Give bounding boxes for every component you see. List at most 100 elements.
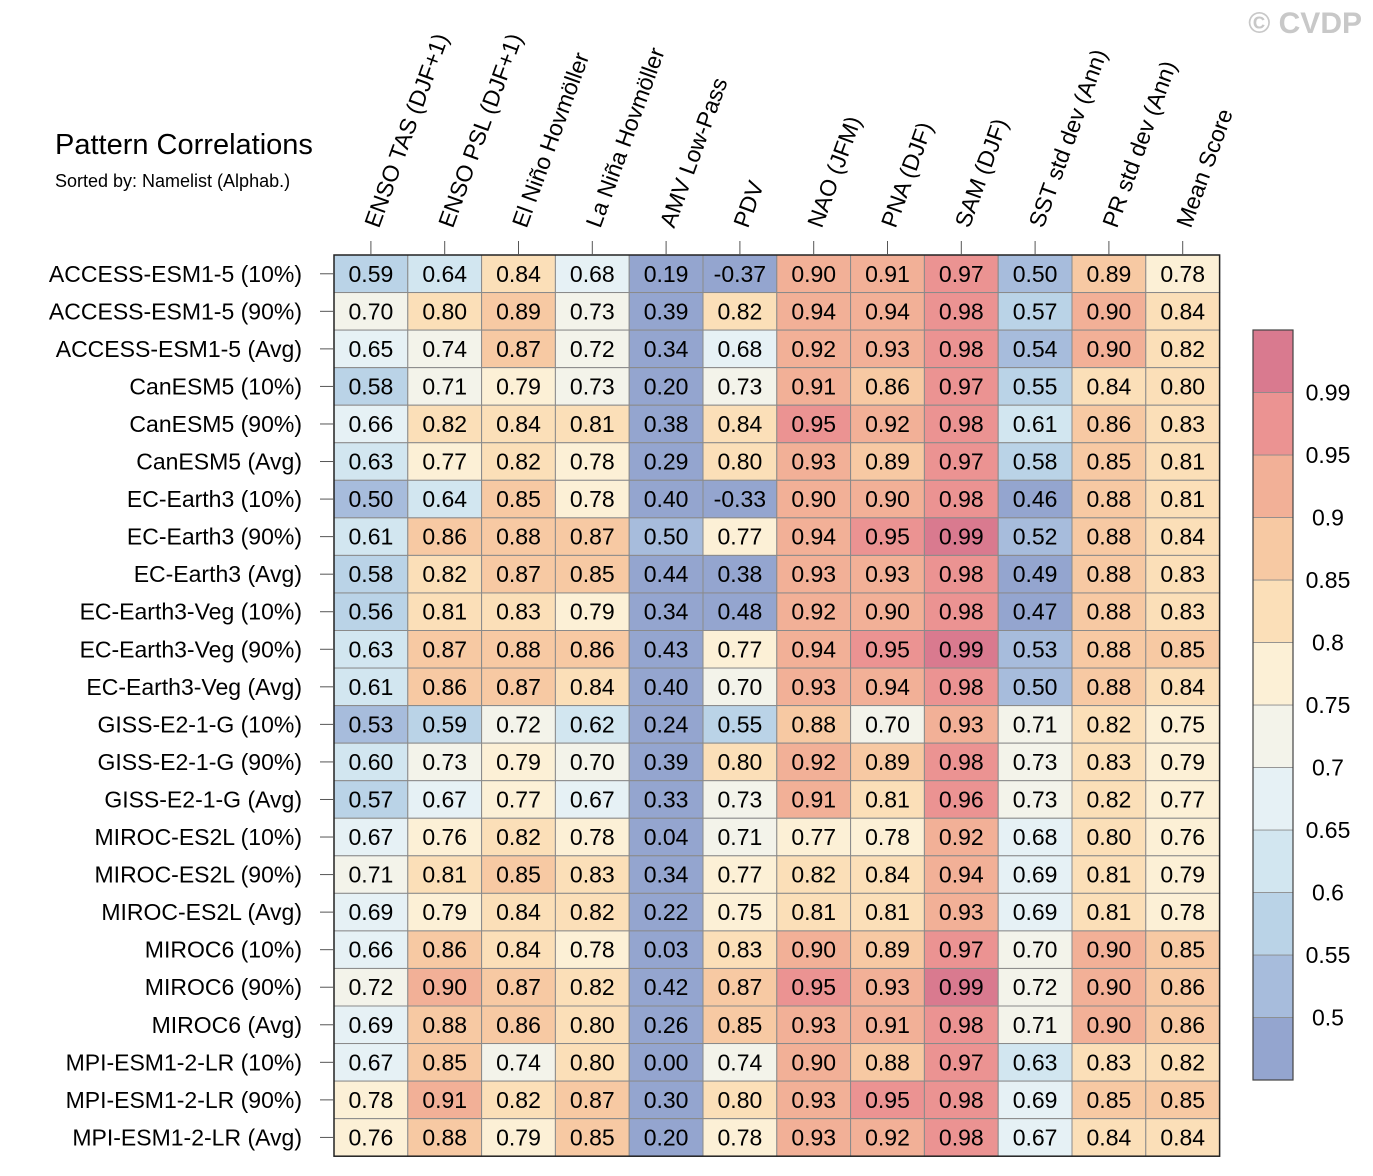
heatmap-cell — [776, 404, 852, 444]
cell-value-label: 0.93 — [865, 336, 910, 362]
cell-value-label: 0.79 — [422, 899, 467, 925]
cell-value-label: 0.34 — [644, 862, 689, 888]
cell-value-label: 0.70 — [718, 674, 763, 700]
cell-value-label: 0.71 — [1013, 711, 1058, 737]
heatmap-cell — [628, 705, 704, 744]
cell-value-label: 0.67 — [349, 824, 394, 850]
cell-value-label: 0.68 — [718, 336, 763, 362]
cell-value-label: 0.71 — [1013, 1012, 1058, 1038]
cell-value-label: 0.72 — [349, 974, 394, 1000]
row-label: MIROC6 (90%) — [145, 974, 302, 1000]
cell-value-label: 0.72 — [570, 336, 615, 362]
cell-value-label: 0.92 — [865, 1124, 910, 1150]
colorbar-tick-label: 0.95 — [1306, 442, 1351, 468]
cell-value-label: 0.98 — [939, 599, 984, 625]
cell-value-label: 0.82 — [1087, 786, 1132, 812]
colorbar-segment — [1252, 892, 1294, 956]
heatmap-cell — [333, 742, 409, 782]
heatmap-cell — [1071, 554, 1147, 594]
heatmap-cell — [1071, 930, 1147, 969]
cell-value-label: 0.74 — [422, 336, 467, 362]
cell-value-label: 0.91 — [865, 1012, 910, 1038]
cell-value-label: 0.93 — [791, 561, 836, 587]
heatmap-cell — [850, 1118, 925, 1157]
colorbar-tick-label: 0.5 — [1312, 1005, 1344, 1031]
cell-value-label: 0.59 — [349, 261, 394, 287]
heatmap-cell — [776, 367, 852, 406]
cell-value-label: 0.83 — [1160, 599, 1205, 625]
cell-value-label: 0.74 — [718, 1049, 763, 1075]
heatmap-cell — [407, 630, 483, 669]
row-label: ACCESS-ESM1-5 (Avg) — [56, 336, 302, 362]
row-label: EC-Earth3 (90%) — [127, 524, 302, 550]
heatmap-cell — [628, 404, 704, 444]
heatmap-cell — [923, 1005, 999, 1045]
heatmap-cell — [1145, 630, 1221, 669]
heatmap-cell — [702, 442, 778, 481]
cell-value-label: 0.90 — [1087, 974, 1132, 1000]
cell-value-label: 0.70 — [865, 711, 910, 737]
cell-value-label: 0.93 — [791, 449, 836, 475]
heatmap-cell — [1145, 930, 1221, 969]
heatmap-cell — [333, 817, 409, 857]
cell-value-label: 0.90 — [865, 599, 910, 625]
cell-value-label: 0.57 — [1013, 298, 1058, 324]
heatmap-cell — [702, 404, 778, 444]
heatmap-cell — [628, 517, 704, 556]
cell-value-label: 0.73 — [422, 749, 467, 775]
cell-value-label: 0.70 — [570, 749, 615, 775]
heatmap-cell — [702, 742, 778, 782]
cell-value-label: 0.90 — [791, 486, 836, 512]
column-label: PNA (DJF) — [876, 119, 938, 231]
heatmap-cells: 0.59 0.64 0.84 0.68 0.19 -0.37 0.90 0.91 0.97 0.5… — [333, 254, 1221, 1157]
cell-value-label: 0.98 — [939, 1124, 984, 1150]
row-label: CanESM5 (10%) — [129, 373, 302, 399]
heatmap-cell — [554, 517, 630, 556]
cell-value-label: 0.88 — [865, 1049, 910, 1075]
cell-value-label: 0.93 — [791, 1087, 836, 1113]
cell-value-label: 0.84 — [1087, 373, 1132, 399]
row-label: ACCESS-ESM1-5 (10%) — [49, 261, 302, 287]
cell-value-label: 0.97 — [939, 261, 984, 287]
cell-value-label: 0.39 — [644, 298, 689, 324]
cell-value-label: 0.69 — [1013, 1087, 1058, 1113]
heatmap-cell — [333, 442, 409, 481]
cell-value-label: 0.90 — [1087, 1012, 1132, 1038]
heatmap-cell — [702, 930, 778, 969]
cell-value-label: 0.83 — [496, 599, 541, 625]
colorbar-tick-label: 0.75 — [1306, 692, 1351, 718]
heatmap-cell — [628, 1043, 704, 1082]
heatmap-cell — [1071, 517, 1147, 556]
cell-value-label: 0.98 — [939, 486, 984, 512]
row-label: GISS-E2-1-G (Avg) — [104, 786, 302, 812]
colorbar-tick-label: 0.65 — [1306, 817, 1351, 843]
heatmap-cell — [333, 967, 409, 1007]
row-label: MIROC-ES2L (90%) — [95, 862, 302, 888]
cell-value-label: 0.38 — [718, 561, 763, 587]
cell-value-label: 0.68 — [570, 261, 615, 287]
heatmap-cell — [407, 855, 483, 894]
cell-value-label: 0.84 — [865, 862, 910, 888]
colorbar-segment — [1252, 579, 1294, 643]
cell-value-label: 0.85 — [1160, 937, 1205, 963]
cell-value-label: 0.73 — [570, 298, 615, 324]
cell-value-label: 0.92 — [939, 824, 984, 850]
heatmap-cell — [923, 780, 999, 819]
heatmap-cell — [702, 554, 778, 594]
cell-value-label: 0.67 — [570, 786, 615, 812]
cell-value-label: 0.69 — [349, 899, 394, 925]
cell-value-label: 0.97 — [939, 1049, 984, 1075]
cell-value-label: 0.86 — [865, 373, 910, 399]
heatmap-cell — [554, 367, 630, 406]
cell-value-label: 0.88 — [1087, 674, 1132, 700]
cell-value-label: 0.33 — [644, 786, 689, 812]
heatmap-cell — [333, 930, 409, 969]
heatmap-cell — [776, 479, 852, 519]
cell-value-label: 0.68 — [1013, 824, 1058, 850]
cell-value-label: 0.76 — [1160, 824, 1205, 850]
heatmap-cell — [997, 742, 1073, 782]
column-label: PDV — [728, 177, 769, 231]
cell-value-label: 0.60 — [349, 749, 394, 775]
heatmap-cell — [776, 517, 852, 556]
row-label: EC-Earth3-Veg (10%) — [80, 599, 302, 625]
